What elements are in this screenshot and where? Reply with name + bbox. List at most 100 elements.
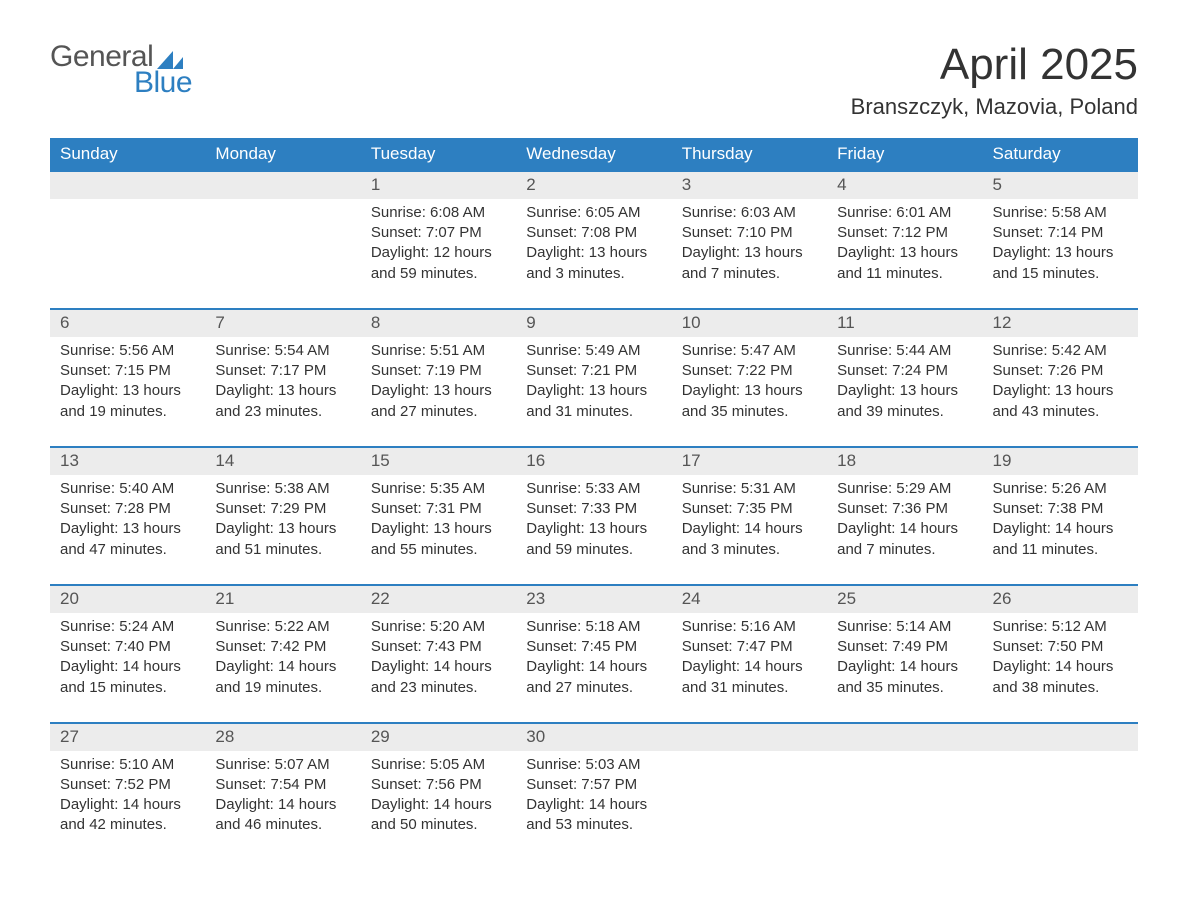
daylight-text: Daylight: 14 hours and 50 minutes. [371, 795, 506, 836]
day-cell: Sunrise: 5:22 AMSunset: 7:42 PMDaylight:… [205, 613, 360, 723]
sunset-text: Sunset: 7:31 PM [371, 499, 506, 519]
logo-triangle-icon [157, 51, 183, 69]
sunset-text: Sunset: 7:57 PM [526, 775, 661, 795]
day-number: 14 [205, 447, 360, 475]
daynum-row: 13141516171819 [50, 447, 1138, 475]
details-row: Sunrise: 5:56 AMSunset: 7:15 PMDaylight:… [50, 337, 1138, 447]
details-row: Sunrise: 6:08 AMSunset: 7:07 PMDaylight:… [50, 199, 1138, 309]
daylight-text: Daylight: 14 hours and 31 minutes. [682, 657, 817, 698]
sunset-text: Sunset: 7:26 PM [993, 361, 1128, 381]
day-details: Sunrise: 5:31 AMSunset: 7:35 PMDaylight:… [682, 479, 817, 560]
sunset-text: Sunset: 7:19 PM [371, 361, 506, 381]
sunset-text: Sunset: 7:21 PM [526, 361, 661, 381]
sunrise-text: Sunrise: 5:47 AM [682, 341, 817, 361]
col-wednesday: Wednesday [516, 138, 671, 171]
day-number: 1 [361, 171, 516, 199]
day-cell: Sunrise: 5:29 AMSunset: 7:36 PMDaylight:… [827, 475, 982, 585]
sunrise-text: Sunrise: 5:58 AM [993, 203, 1128, 223]
sunrise-text: Sunrise: 6:08 AM [371, 203, 506, 223]
sunrise-text: Sunrise: 5:35 AM [371, 479, 506, 499]
day-details: Sunrise: 6:08 AMSunset: 7:07 PMDaylight:… [371, 203, 506, 284]
col-monday: Monday [205, 138, 360, 171]
sunrise-text: Sunrise: 6:05 AM [526, 203, 661, 223]
daylight-text: Daylight: 13 hours and 35 minutes. [682, 381, 817, 422]
calendar-table: Sunday Monday Tuesday Wednesday Thursday… [50, 138, 1138, 860]
day-details: Sunrise: 5:54 AMSunset: 7:17 PMDaylight:… [215, 341, 350, 422]
day-number: 3 [672, 171, 827, 199]
daylight-text: Daylight: 14 hours and 35 minutes. [837, 657, 972, 698]
day-details: Sunrise: 5:20 AMSunset: 7:43 PMDaylight:… [371, 617, 506, 698]
sunrise-text: Sunrise: 5:42 AM [993, 341, 1128, 361]
sunrise-text: Sunrise: 5:24 AM [60, 617, 195, 637]
day-cell: Sunrise: 5:40 AMSunset: 7:28 PMDaylight:… [50, 475, 205, 585]
day-details: Sunrise: 5:40 AMSunset: 7:28 PMDaylight:… [60, 479, 195, 560]
day-cell: Sunrise: 5:03 AMSunset: 7:57 PMDaylight:… [516, 751, 671, 860]
sunset-text: Sunset: 7:28 PM [60, 499, 195, 519]
daylight-text: Daylight: 13 hours and 11 minutes. [837, 243, 972, 284]
sunset-text: Sunset: 7:45 PM [526, 637, 661, 657]
day-details: Sunrise: 5:58 AMSunset: 7:14 PMDaylight:… [993, 203, 1128, 284]
sunrise-text: Sunrise: 5:16 AM [682, 617, 817, 637]
daylight-text: Daylight: 13 hours and 51 minutes. [215, 519, 350, 560]
day-cell: Sunrise: 5:47 AMSunset: 7:22 PMDaylight:… [672, 337, 827, 447]
sunrise-text: Sunrise: 6:01 AM [837, 203, 972, 223]
day-details: Sunrise: 6:05 AMSunset: 7:08 PMDaylight:… [526, 203, 661, 284]
day-cell: Sunrise: 5:35 AMSunset: 7:31 PMDaylight:… [361, 475, 516, 585]
day-details: Sunrise: 5:16 AMSunset: 7:47 PMDaylight:… [682, 617, 817, 698]
sunrise-text: Sunrise: 5:31 AM [682, 479, 817, 499]
day-number: 20 [50, 585, 205, 613]
daylight-text: Daylight: 14 hours and 23 minutes. [371, 657, 506, 698]
daylight-text: Daylight: 13 hours and 59 minutes. [526, 519, 661, 560]
day-number: 7 [205, 309, 360, 337]
day-cell: Sunrise: 5:07 AMSunset: 7:54 PMDaylight:… [205, 751, 360, 860]
sunrise-text: Sunrise: 5:10 AM [60, 755, 195, 775]
day-details: Sunrise: 5:56 AMSunset: 7:15 PMDaylight:… [60, 341, 195, 422]
daylight-text: Daylight: 14 hours and 7 minutes. [837, 519, 972, 560]
day-details: Sunrise: 5:49 AMSunset: 7:21 PMDaylight:… [526, 341, 661, 422]
day-details: Sunrise: 5:07 AMSunset: 7:54 PMDaylight:… [215, 755, 350, 836]
daylight-text: Daylight: 14 hours and 19 minutes. [215, 657, 350, 698]
col-sunday: Sunday [50, 138, 205, 171]
day-cell: Sunrise: 6:08 AMSunset: 7:07 PMDaylight:… [361, 199, 516, 309]
day-number [50, 171, 205, 199]
day-cell: Sunrise: 5:05 AMSunset: 7:56 PMDaylight:… [361, 751, 516, 860]
sunset-text: Sunset: 7:10 PM [682, 223, 817, 243]
day-number: 17 [672, 447, 827, 475]
day-cell [50, 199, 205, 309]
sunrise-text: Sunrise: 5:54 AM [215, 341, 350, 361]
day-details: Sunrise: 5:22 AMSunset: 7:42 PMDaylight:… [215, 617, 350, 698]
sunset-text: Sunset: 7:22 PM [682, 361, 817, 381]
day-number: 27 [50, 723, 205, 751]
sunset-text: Sunset: 7:07 PM [371, 223, 506, 243]
day-number: 9 [516, 309, 671, 337]
sunrise-text: Sunrise: 5:26 AM [993, 479, 1128, 499]
sunset-text: Sunset: 7:38 PM [993, 499, 1128, 519]
day-number: 21 [205, 585, 360, 613]
day-number: 13 [50, 447, 205, 475]
daylight-text: Daylight: 13 hours and 55 minutes. [371, 519, 506, 560]
day-details: Sunrise: 6:03 AMSunset: 7:10 PMDaylight:… [682, 203, 817, 284]
sunset-text: Sunset: 7:56 PM [371, 775, 506, 795]
daylight-text: Daylight: 13 hours and 47 minutes. [60, 519, 195, 560]
daylight-text: Daylight: 14 hours and 42 minutes. [60, 795, 195, 836]
day-number: 25 [827, 585, 982, 613]
day-number: 30 [516, 723, 671, 751]
day-number: 24 [672, 585, 827, 613]
day-cell [983, 751, 1138, 860]
sunset-text: Sunset: 7:40 PM [60, 637, 195, 657]
sunset-text: Sunset: 7:47 PM [682, 637, 817, 657]
daylight-text: Daylight: 13 hours and 23 minutes. [215, 381, 350, 422]
col-thursday: Thursday [672, 138, 827, 171]
daylight-text: Daylight: 14 hours and 15 minutes. [60, 657, 195, 698]
day-details: Sunrise: 5:51 AMSunset: 7:19 PMDaylight:… [371, 341, 506, 422]
sunrise-text: Sunrise: 5:49 AM [526, 341, 661, 361]
sunset-text: Sunset: 7:49 PM [837, 637, 972, 657]
daylight-text: Daylight: 12 hours and 59 minutes. [371, 243, 506, 284]
day-number: 4 [827, 171, 982, 199]
sunrise-text: Sunrise: 5:20 AM [371, 617, 506, 637]
day-number: 22 [361, 585, 516, 613]
day-number: 2 [516, 171, 671, 199]
col-tuesday: Tuesday [361, 138, 516, 171]
day-details: Sunrise: 5:26 AMSunset: 7:38 PMDaylight:… [993, 479, 1128, 560]
sunrise-text: Sunrise: 5:38 AM [215, 479, 350, 499]
